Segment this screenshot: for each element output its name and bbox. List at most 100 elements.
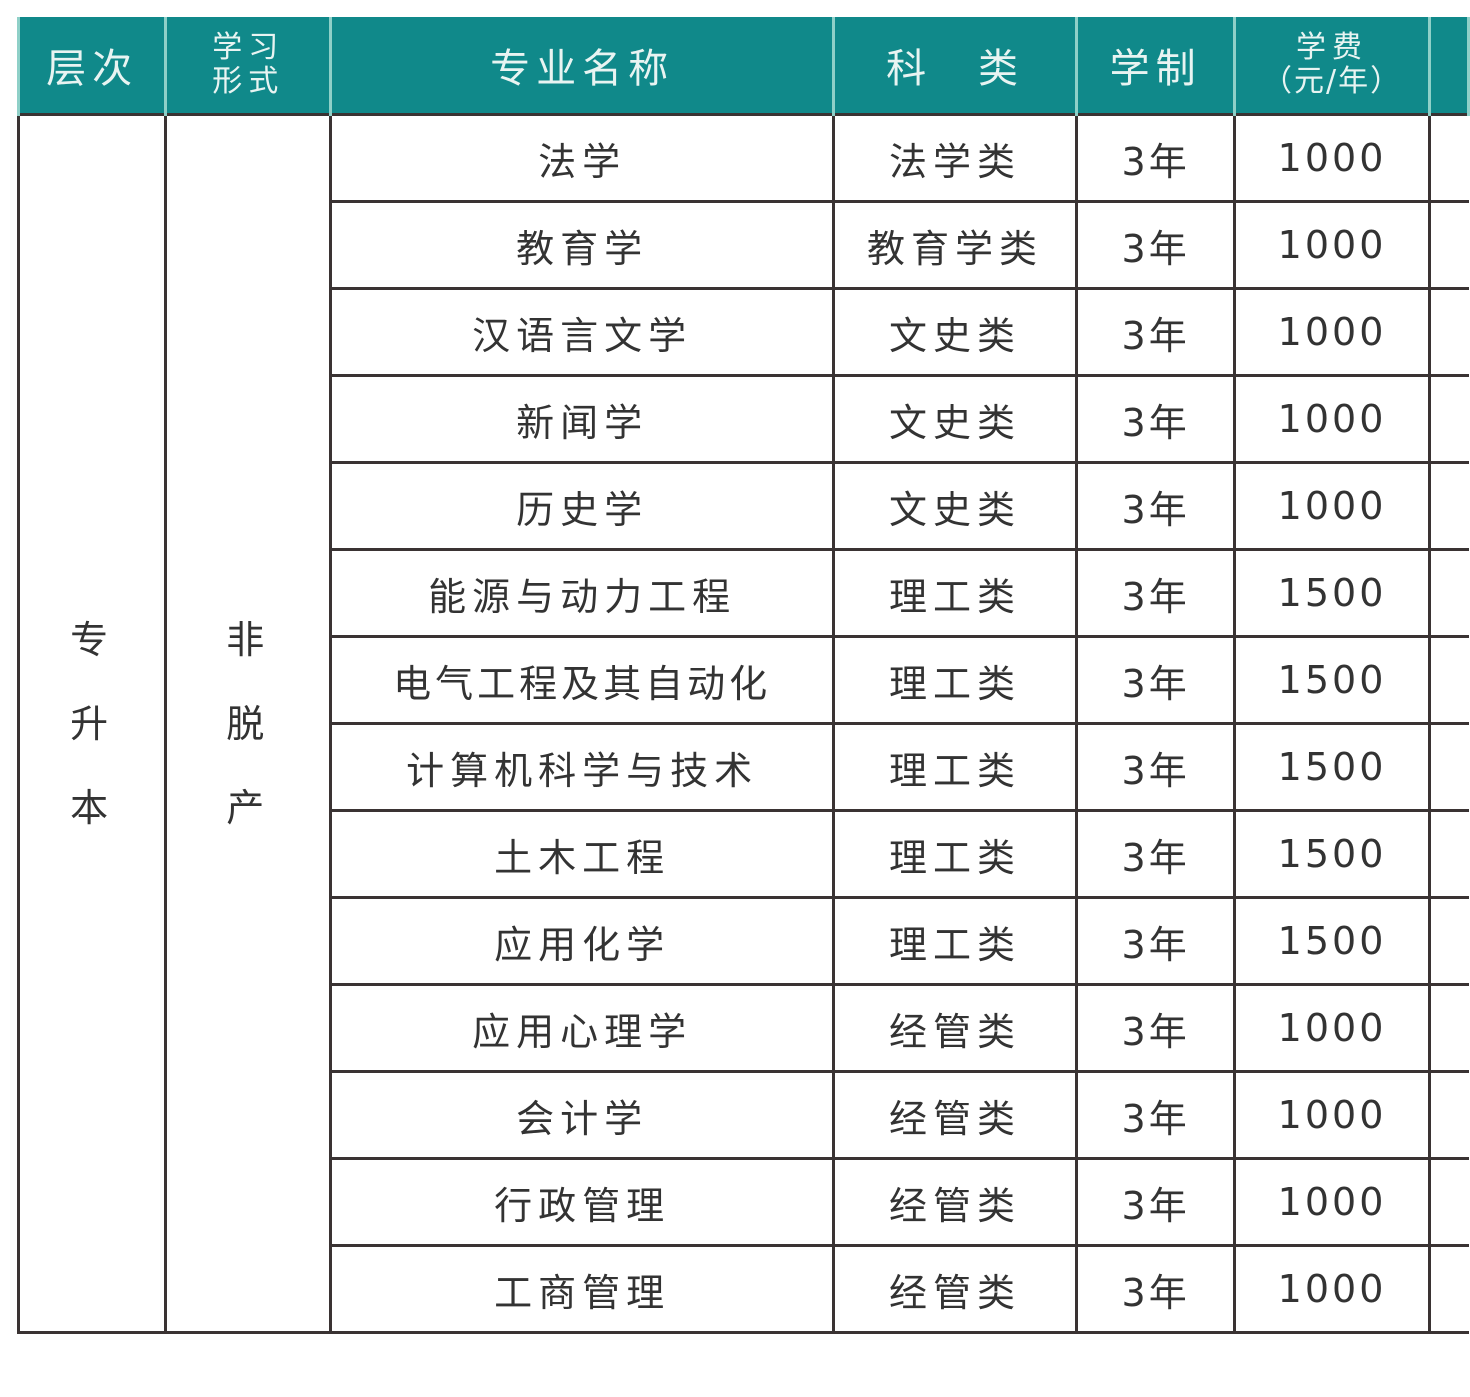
category-cell: 文史类 bbox=[832, 287, 1079, 377]
header-mode-line1: 学习 bbox=[212, 30, 285, 65]
header-fee: 学费 （元/年） bbox=[1233, 17, 1431, 115]
fee-cell: 1000 bbox=[1233, 1157, 1431, 1247]
fee-cell: 1500 bbox=[1233, 896, 1431, 986]
header-extra bbox=[1427, 17, 1470, 115]
fee-cell: 1000 bbox=[1233, 287, 1431, 377]
category-cell: 经管类 bbox=[832, 983, 1079, 1073]
category-cell: 理工类 bbox=[832, 635, 1079, 725]
fee-cell: 1000 bbox=[1233, 200, 1431, 290]
fee-cell: 1000 bbox=[1233, 461, 1431, 551]
header-fee-line2: （元/年） bbox=[1261, 64, 1403, 99]
table-row: 应用心理学 经管类 3年 1000 bbox=[19, 983, 1469, 1073]
major-cell: 会计学 bbox=[329, 1070, 836, 1160]
major-cell: 电气工程及其自动化 bbox=[329, 635, 836, 725]
level-char: 专 bbox=[70, 617, 115, 662]
fee-cell: 1000 bbox=[1233, 113, 1431, 203]
extra-cell bbox=[1427, 1157, 1469, 1247]
duration-cell: 3年 bbox=[1075, 548, 1237, 638]
table-row: 专升本非脱产法学 法学类 3年 1000 bbox=[16, 113, 1469, 1334]
extra-cell bbox=[1427, 461, 1469, 551]
duration-cell: 3年 bbox=[1075, 287, 1237, 377]
major-cell: 计算机科学与技术 bbox=[329, 722, 836, 812]
header-major: 专业名称 bbox=[329, 17, 836, 115]
enrollment-table: 层次 学习 形式 专业名称 科 类 学制 学费 （元/年） 专升本非脱产法学 法学类 3… bbox=[16, 17, 1470, 1334]
header-duration: 学制 bbox=[1075, 17, 1237, 115]
major-cell: 工商管理 bbox=[329, 1244, 836, 1334]
duration-cell: 3年 bbox=[1075, 200, 1237, 290]
extra-cell bbox=[1427, 1070, 1469, 1160]
extra-cell bbox=[1427, 113, 1469, 203]
header-category: 科 类 bbox=[832, 17, 1079, 115]
major-cell: 法学 bbox=[329, 113, 836, 203]
table-row: 计算机科学与技术 理工类 3年 1500 bbox=[19, 722, 1469, 812]
duration-cell: 3年 bbox=[1075, 809, 1237, 899]
major-cell: 能源与动力工程 bbox=[329, 548, 836, 638]
level-char: 本 bbox=[70, 785, 115, 830]
duration-cell: 3年 bbox=[1075, 896, 1237, 986]
duration-cell: 3年 bbox=[1075, 113, 1237, 203]
category-cell: 理工类 bbox=[832, 722, 1079, 812]
duration-cell: 3年 bbox=[1075, 635, 1237, 725]
extra-cell bbox=[1427, 200, 1469, 290]
table-row: 土木工程 理工类 3年 1500 bbox=[19, 809, 1469, 899]
category-cell: 文史类 bbox=[832, 374, 1079, 464]
header-fee-line1: 学费 bbox=[1296, 30, 1369, 65]
mode-cell: 非脱产 bbox=[164, 113, 333, 1334]
category-cell: 教育学类 bbox=[832, 200, 1079, 290]
category-cell: 理工类 bbox=[832, 896, 1079, 986]
extra-cell bbox=[1427, 722, 1469, 812]
duration-cell: 3年 bbox=[1075, 1244, 1237, 1334]
duration-cell: 3年 bbox=[1075, 461, 1237, 551]
fee-cell: 1500 bbox=[1233, 635, 1431, 725]
header-row: 层次 学习 形式 专业名称 科 类 学制 学费 （元/年） bbox=[16, 17, 1470, 115]
extra-cell bbox=[1427, 287, 1469, 377]
major-cell: 教育学 bbox=[329, 200, 836, 290]
table-row: 应用化学 理工类 3年 1500 bbox=[19, 896, 1469, 986]
duration-cell: 3年 bbox=[1075, 722, 1237, 812]
major-cell: 应用化学 bbox=[329, 896, 836, 986]
duration-cell: 3年 bbox=[1075, 374, 1237, 464]
mode-char: 非 bbox=[226, 617, 271, 662]
major-cell: 行政管理 bbox=[329, 1157, 836, 1247]
duration-cell: 3年 bbox=[1075, 983, 1237, 1073]
header-level: 层次 bbox=[16, 17, 168, 115]
major-cell: 应用心理学 bbox=[329, 983, 836, 1073]
extra-cell bbox=[1427, 548, 1469, 638]
table-row: 会计学 经管类 3年 1000 bbox=[19, 1070, 1469, 1160]
category-cell: 理工类 bbox=[832, 809, 1079, 899]
header-mode: 学习 形式 bbox=[164, 17, 333, 115]
table-row: 新闻学 文史类 3年 1000 bbox=[19, 374, 1469, 464]
fee-cell: 1000 bbox=[1233, 374, 1431, 464]
category-cell: 经管类 bbox=[832, 1070, 1079, 1160]
table-row: 工商管理 经管类 3年 1000 bbox=[19, 1244, 1469, 1334]
major-cell: 汉语言文学 bbox=[329, 287, 836, 377]
mode-char: 产 bbox=[226, 785, 271, 830]
table-row: 能源与动力工程 理工类 3年 1500 bbox=[19, 548, 1469, 638]
fee-cell: 1500 bbox=[1233, 722, 1431, 812]
category-cell: 法学类 bbox=[832, 113, 1079, 203]
fee-cell: 1000 bbox=[1233, 983, 1431, 1073]
category-cell: 经管类 bbox=[832, 1244, 1079, 1334]
category-cell: 文史类 bbox=[832, 461, 1079, 551]
extra-cell bbox=[1427, 896, 1469, 986]
extra-cell bbox=[1427, 983, 1469, 1073]
duration-cell: 3年 bbox=[1075, 1157, 1237, 1247]
table-row: 历史学 文史类 3年 1000 bbox=[19, 461, 1469, 551]
extra-cell bbox=[1427, 1244, 1469, 1334]
mode-char: 脱 bbox=[226, 701, 271, 746]
fee-cell: 1500 bbox=[1233, 548, 1431, 638]
table-row: 行政管理 经管类 3年 1000 bbox=[19, 1157, 1469, 1247]
header-mode-line2: 形式 bbox=[212, 64, 285, 99]
major-cell: 新闻学 bbox=[329, 374, 836, 464]
major-cell: 历史学 bbox=[329, 461, 836, 551]
extra-cell bbox=[1427, 374, 1469, 464]
duration-cell: 3年 bbox=[1075, 1070, 1237, 1160]
level-cell: 专升本 bbox=[16, 113, 168, 1334]
level-char: 升 bbox=[70, 701, 115, 746]
table-row: 汉语言文学 文史类 3年 1000 bbox=[19, 287, 1469, 377]
table-row: 电气工程及其自动化 理工类 3年 1500 bbox=[19, 635, 1469, 725]
table-row: 教育学 教育学类 3年 1000 bbox=[19, 200, 1469, 290]
fee-cell: 1000 bbox=[1233, 1244, 1431, 1334]
extra-cell bbox=[1427, 809, 1469, 899]
extra-cell bbox=[1427, 635, 1469, 725]
